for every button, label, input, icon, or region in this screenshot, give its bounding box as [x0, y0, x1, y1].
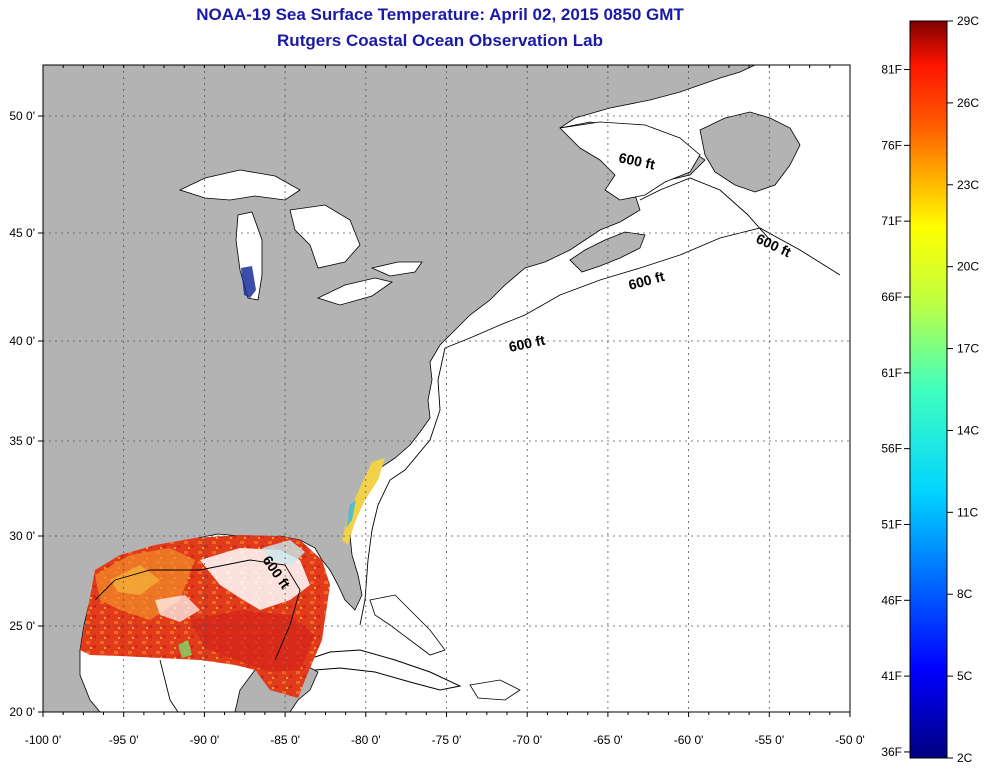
sst-coastal-strip — [342, 458, 385, 545]
great-lake-huron — [289, 204, 361, 269]
colorbar-celsius-label: 5C — [957, 669, 973, 683]
lon-label: -90 0' — [190, 733, 220, 747]
colorbar-celsius-label: 11C — [957, 505, 978, 519]
colorbar-fahrenheit-label: 36F — [881, 745, 902, 759]
lat-label: 30 0' — [9, 529, 35, 543]
hispaniola-outline — [469, 679, 521, 701]
colorbar-celsius-label: 2C — [957, 751, 973, 765]
bathymetry-contour-gulf — [94, 559, 301, 712]
map-plot-area: 600 ft 600 ft 600 ft 600 ft 600 ft — [43, 65, 850, 712]
colorbar-celsius-label: 17C — [957, 342, 979, 356]
lat-label: 50 0' — [9, 109, 35, 123]
lon-label: -100 0' — [25, 733, 61, 747]
sst-michigan-cold — [241, 266, 256, 298]
great-lake-erie — [316, 277, 393, 306]
great-lake-superior — [178, 169, 301, 201]
sst-coastal-strip-cool — [346, 500, 356, 528]
colorbar-gradient — [909, 20, 948, 759]
lon-label: -80 0' — [351, 733, 381, 747]
contour-label-600ft: 600 ft — [507, 332, 546, 355]
lon-label: -50 0' — [835, 733, 865, 747]
gulf-of-st-lawrence — [559, 121, 701, 201]
map-subtitle: Rutgers Coastal Ocean Observation Lab — [277, 31, 603, 50]
lon-label: -65 0' — [593, 733, 623, 747]
lon-label: -85 0' — [270, 733, 300, 747]
colorbar-celsius-label: 23C — [957, 178, 979, 192]
lon-label: -75 0' — [432, 733, 462, 747]
colorbar-labels: 29C 26C 23C 20C 17C 14C 11C 8C 5C 2C 81F 76F 71F 66F 6… — [881, 14, 979, 765]
colorbar-fahrenheit-label: 61F — [881, 366, 902, 380]
bahamas-outline — [369, 594, 446, 656]
map-title: NOAA-19 Sea Surface Temperature: April 0… — [196, 5, 684, 24]
colorbar-fahrenheit-label: 46F — [881, 593, 902, 607]
lat-label: 25 0' — [9, 619, 35, 633]
colorbar-fahrenheit-label: 41F — [881, 669, 902, 683]
colorbar-celsius-label: 14C — [957, 423, 979, 437]
colorbar-fahrenheit-label: 66F — [881, 290, 902, 304]
colorbar-celsius-label: 29C — [957, 14, 979, 28]
lat-label: 20 0' — [9, 705, 35, 719]
great-lake-ontario — [370, 261, 423, 277]
sst-swath — [80, 535, 330, 698]
colorbar-fahrenheit-label: 71F — [881, 214, 902, 228]
lon-label: -55 0' — [754, 733, 784, 747]
colorbar-fahrenheit-label: 81F — [881, 63, 902, 77]
colorbar-fahrenheit-label: 76F — [881, 138, 902, 152]
bathymetry-contour-600ft — [359, 177, 841, 626]
lat-label: 45 0' — [9, 226, 35, 240]
land-cuba — [299, 649, 462, 691]
colorbar-celsius-label: 20C — [957, 260, 979, 274]
lon-label: -60 0' — [674, 733, 704, 747]
contour-label-600ft: 600 ft — [617, 149, 656, 172]
lat-label: 35 0' — [9, 434, 35, 448]
lat-label: 40 0' — [9, 334, 35, 348]
map-gridlines — [43, 65, 850, 712]
axis-labels: 50 0' 45 0' 40 0' 35 0' 30 0' 25 0' 20 0' -100 … — [9, 65, 865, 747]
colorbar-celsius-label: 26C — [957, 96, 979, 110]
colorbar-fahrenheit-label: 56F — [881, 442, 902, 456]
lon-label: -95 0' — [109, 733, 139, 747]
colorbar-fahrenheit-label: 51F — [881, 517, 902, 531]
colorbar-celsius-label: 8C — [957, 587, 973, 601]
land-newfoundland — [699, 111, 801, 193]
colorbar: 29C 26C 23C 20C 17C 14C 11C 8C 5C 2C 81F 76F 71F 66F 6… — [881, 14, 979, 765]
lon-label: -70 0' — [512, 733, 542, 747]
